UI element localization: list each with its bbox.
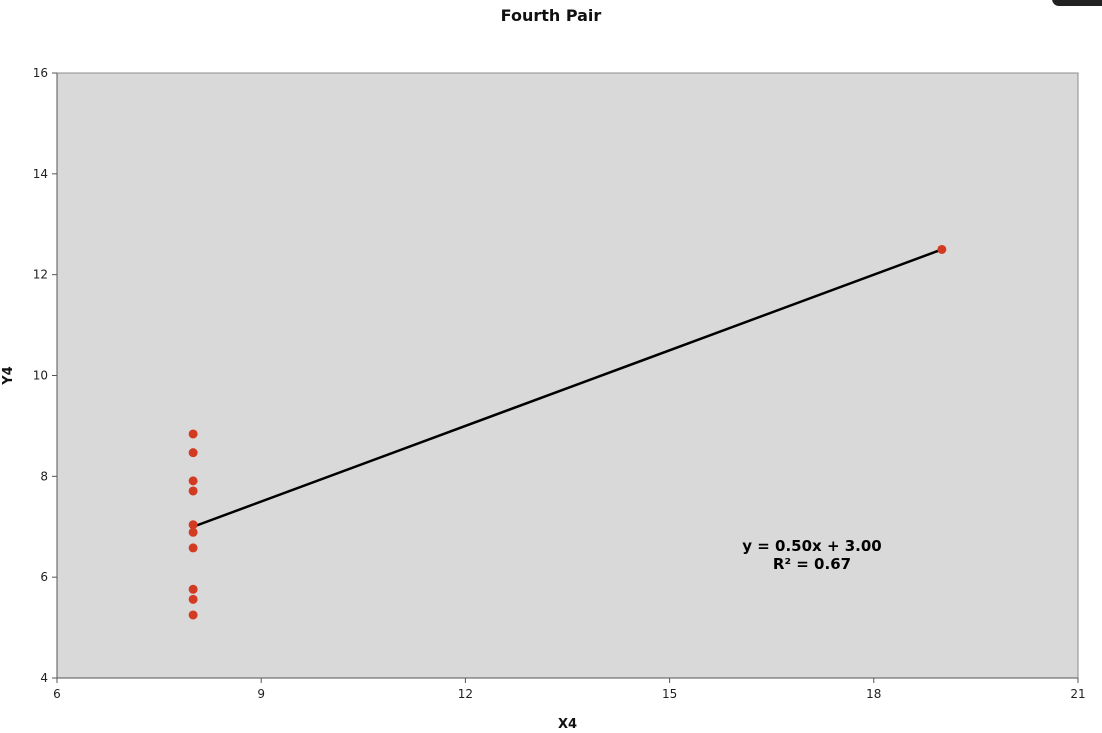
data-point	[937, 244, 947, 254]
y-tick-label: 6	[40, 570, 48, 584]
x-axis-title: X4	[558, 717, 577, 732]
data-point	[188, 527, 198, 537]
corner-decoration	[1052, 0, 1102, 6]
plot-area	[56, 72, 1079, 679]
y-tick-label: 8	[40, 469, 48, 483]
data-point	[188, 594, 198, 604]
r-squared-label: R² = 0.67	[773, 555, 851, 573]
y-tick-label: 10	[33, 369, 48, 383]
data-point	[188, 429, 198, 439]
data-point	[188, 486, 198, 496]
y-tick-label: 14	[33, 167, 48, 181]
x-tick-label: 18	[866, 687, 881, 701]
data-point	[188, 543, 198, 553]
y-tick-label: 12	[33, 268, 48, 282]
data-point	[188, 476, 198, 486]
chart-title: Fourth Pair	[500, 6, 602, 25]
x-tick-label: 9	[257, 687, 265, 701]
data-point	[188, 584, 198, 594]
x-tick-label: 21	[1070, 687, 1085, 701]
x-tick-label: 6	[53, 687, 61, 701]
y-tick-label: 16	[33, 66, 48, 80]
data-point	[188, 610, 198, 620]
data-point	[188, 448, 198, 458]
x-tick-label: 15	[662, 687, 677, 701]
trendline	[192, 248, 943, 528]
y-axis-title: Y4	[1, 366, 16, 385]
y-tick-label: 4	[40, 671, 48, 685]
trendline-equation: y = 0.50x + 3.00	[742, 537, 882, 555]
x-tick-label: 12	[458, 687, 473, 701]
data-point	[188, 520, 198, 530]
